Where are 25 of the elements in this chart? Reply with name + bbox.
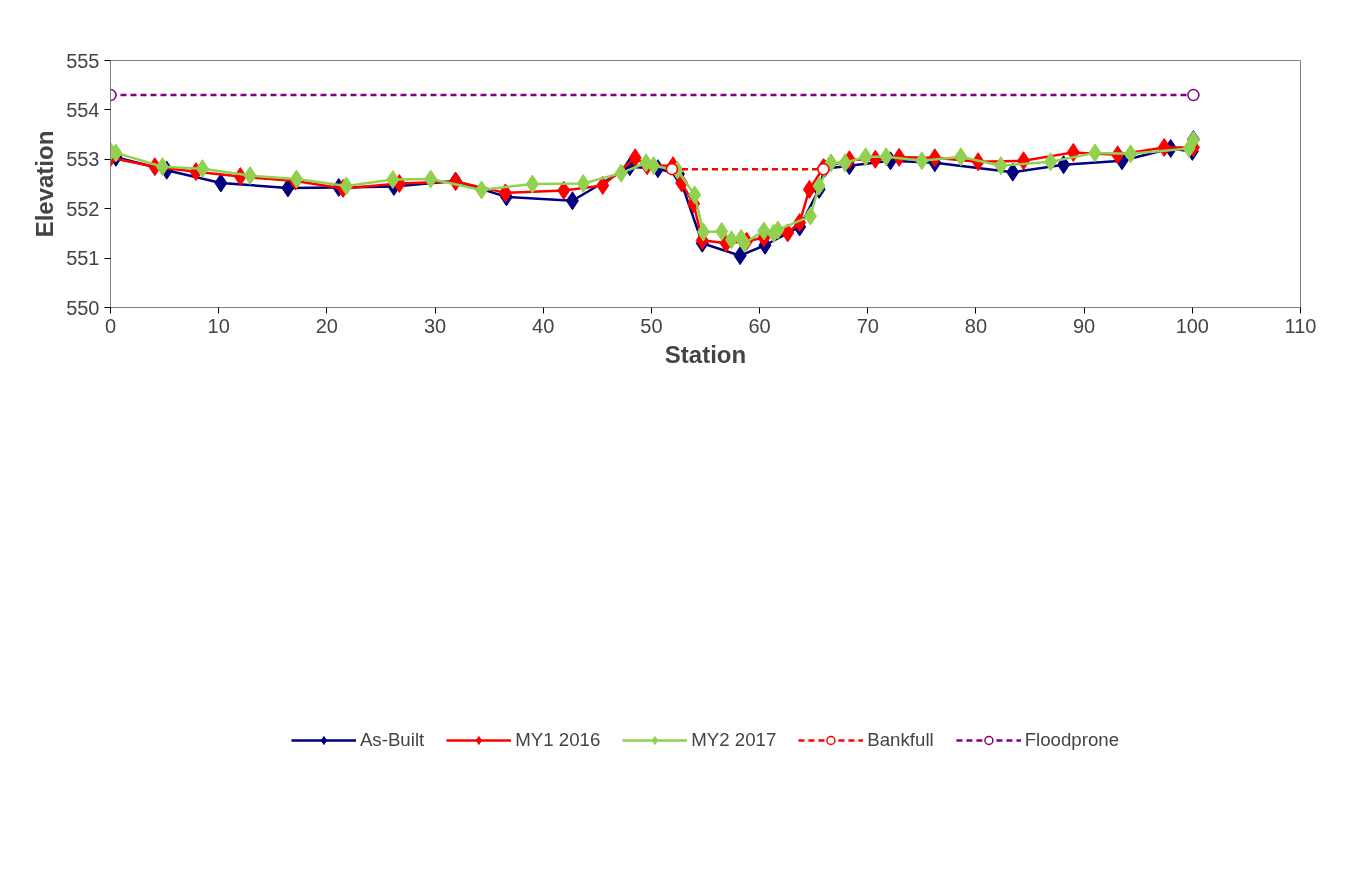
x-tick-label: 80: [964, 314, 988, 337]
x-tick-label: 50: [640, 314, 663, 337]
x-tick-label: 40: [532, 314, 555, 337]
y-tick-label: 551: [66, 247, 100, 270]
y-axis-title: Elevation: [31, 130, 59, 238]
x-tick-label: 20: [315, 314, 338, 337]
legend-label: Bankfull: [867, 728, 934, 751]
y-tick-label: 550: [66, 296, 100, 319]
y-tick-label: 553: [66, 148, 100, 171]
x-tick-label: 60: [748, 314, 771, 337]
x-tick-label: 70: [856, 314, 879, 337]
y-tick-label: 555: [66, 49, 100, 72]
legend-label: MY1 2016: [515, 728, 601, 751]
x-axis-title: Station: [664, 340, 747, 368]
y-tick-label: 554: [66, 98, 100, 121]
y-tick-label: 552: [66, 197, 100, 220]
x-tick-label: 0: [104, 314, 117, 337]
legend-label: MY2 2017: [691, 728, 777, 751]
x-tick-label: 100: [1175, 314, 1210, 337]
legend-label: Floodprone: [1024, 728, 1120, 751]
x-tick-label: 110: [1284, 314, 1317, 337]
x-tick-label: 90: [1073, 314, 1096, 337]
x-tick-label: 10: [207, 314, 230, 337]
x-tick-label: 30: [423, 314, 447, 337]
legend-label: As-Built: [359, 728, 425, 751]
